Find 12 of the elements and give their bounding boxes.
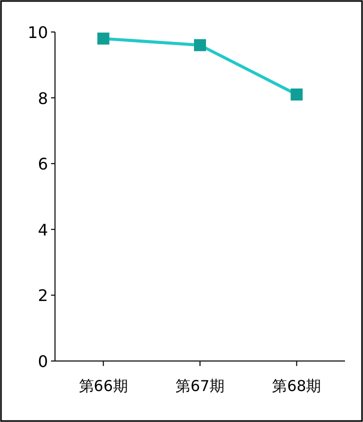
y-tick-label: 2 xyxy=(38,286,48,306)
x-tick-label: 第68期 xyxy=(272,377,322,395)
x-tick-label: 第66期 xyxy=(78,377,128,395)
y-tick-label: 8 xyxy=(38,88,48,108)
y-tick-label: 4 xyxy=(38,220,48,240)
y-tick-label: 10 xyxy=(28,23,48,42)
point xyxy=(290,88,303,101)
point xyxy=(194,39,206,52)
y-tick-label: 0 xyxy=(38,352,48,371)
y-tick-label: 6 xyxy=(38,154,48,174)
point xyxy=(97,32,110,45)
x-tick-label: 第67期 xyxy=(175,377,225,395)
